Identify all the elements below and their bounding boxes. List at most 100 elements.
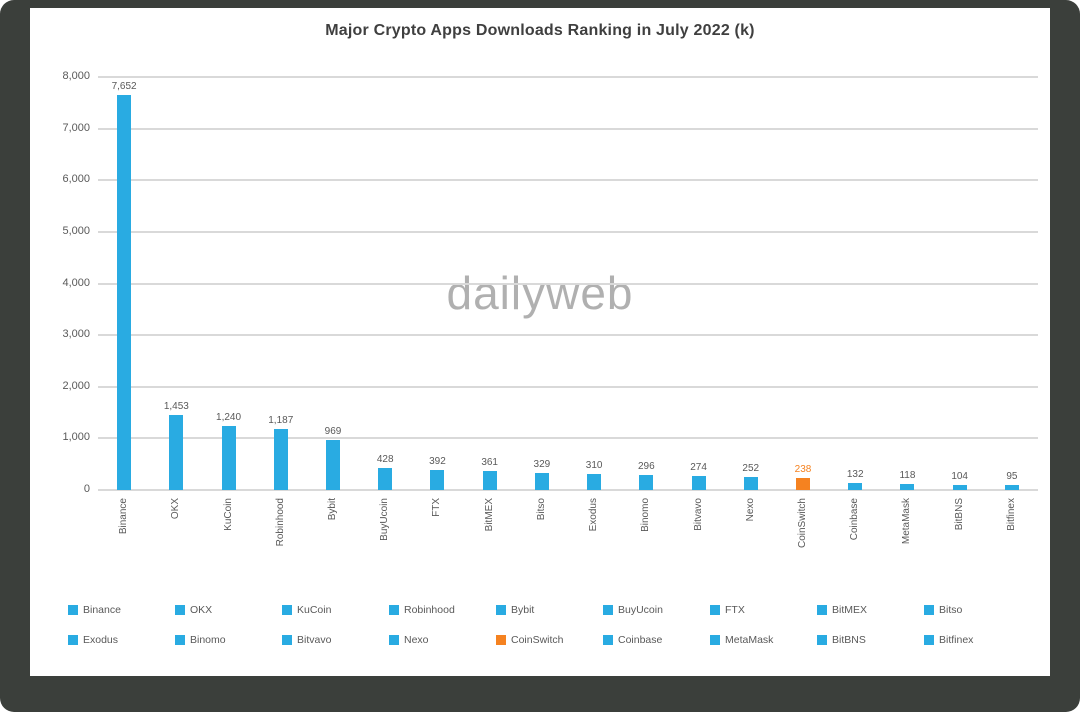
- legend-item: Bitso: [924, 604, 962, 616]
- bar-value-label: 1,453: [163, 400, 189, 412]
- bar-value-label: 1,240: [216, 411, 242, 423]
- bar-value-label: 252: [742, 462, 760, 474]
- x-axis-tick-label: Coinbase: [849, 498, 861, 541]
- gridline: [98, 76, 1038, 78]
- legend-item: Bybit: [496, 604, 534, 616]
- bar: [848, 483, 863, 490]
- legend-label: MetaMask: [725, 634, 774, 646]
- bar-value-label: 95: [1006, 471, 1018, 483]
- x-axis-tick-label: Nexo: [744, 498, 756, 522]
- x-axis-tick-label: Bybit: [327, 498, 338, 521]
- legend-swatch-icon: [389, 605, 399, 615]
- x-axis-tick-label: FTX: [431, 498, 443, 517]
- legend-item: Binomo: [175, 634, 226, 646]
- legend-swatch-icon: [603, 605, 613, 615]
- bar: [221, 425, 236, 490]
- bar-value-label: 392: [429, 455, 446, 467]
- legend-label: Bitfinex: [939, 634, 974, 646]
- bar-value-label: 104: [951, 470, 968, 482]
- bar: [691, 475, 706, 490]
- bar-value-label: 118: [899, 469, 916, 481]
- legend-swatch-icon: [282, 635, 292, 645]
- bar: [326, 439, 340, 490]
- y-axis-tick-label: 4,000: [62, 276, 90, 289]
- legend-swatch-icon: [68, 635, 78, 645]
- bar: [482, 471, 497, 490]
- bar-value-label: 428: [376, 453, 394, 465]
- gridline: [98, 334, 1038, 337]
- bar-value-label: 310: [585, 459, 603, 471]
- legend-item: Exodus: [68, 634, 118, 646]
- legend-item: Binance: [68, 604, 121, 616]
- legend-item: BuyUcoin: [603, 604, 663, 616]
- x-axis-tick-label: Bitfinex: [1005, 498, 1017, 531]
- legend-label: Binomo: [190, 634, 226, 646]
- bar: [743, 476, 758, 490]
- bar-value-label: 274: [690, 461, 707, 473]
- y-axis-tick-label: 5,000: [62, 224, 90, 237]
- x-axis-tick-label: BitBNS: [953, 498, 965, 531]
- y-axis-tick-label: 0: [83, 483, 90, 495]
- legend-item: MetaMask: [710, 634, 773, 646]
- bar: [169, 414, 184, 490]
- legend-swatch-icon: [175, 635, 185, 645]
- legend-label: FTX: [725, 604, 745, 616]
- legend-label: Nexo: [404, 634, 429, 646]
- x-axis-tick-label: CoinSwitch: [797, 498, 808, 549]
- legend-label: BuyUcoin: [618, 604, 663, 616]
- legend-swatch-icon: [924, 635, 934, 645]
- x-axis-tick-label: Binomo: [640, 498, 652, 532]
- gridline: [98, 127, 1038, 130]
- legend-swatch-icon: [282, 605, 292, 615]
- gridline: [98, 489, 1038, 491]
- legend-item: Nexo: [389, 634, 429, 646]
- bar-value-label: 132: [846, 469, 864, 481]
- legend-swatch-icon: [496, 635, 506, 645]
- bar: [378, 467, 393, 490]
- legend-label: Exodus: [83, 634, 119, 646]
- legend-label: Bitvavo: [297, 634, 332, 646]
- legend-swatch-icon: [817, 605, 827, 615]
- legend-swatch-icon: [710, 635, 720, 645]
- legend-item: Coinbase: [603, 634, 662, 646]
- bar-value-label: 296: [637, 460, 655, 472]
- bar-value-label: 361: [481, 457, 498, 469]
- legend-item: Bitfinex: [924, 634, 973, 646]
- chart-title: Major Crypto Apps Downloads Ranking in J…: [325, 22, 755, 39]
- legend-item: Robinhood: [389, 604, 455, 616]
- bar: [534, 473, 549, 490]
- y-axis-tick-label: 7,000: [62, 121, 90, 134]
- bar: [1004, 485, 1019, 490]
- legend-swatch-icon: [817, 635, 827, 645]
- x-axis-tick-label: Bitvavo: [692, 498, 704, 531]
- bar: [273, 428, 288, 490]
- legend-label: Coinbase: [618, 634, 663, 646]
- legend-item: BitMEX: [817, 604, 867, 616]
- legend-label: Robinhood: [404, 604, 455, 616]
- legend-item: Bitvavo: [282, 634, 331, 646]
- legend-label: Binance: [83, 604, 121, 616]
- legend-swatch-icon: [68, 605, 78, 615]
- bar-value-label: 969: [324, 425, 342, 437]
- legend-swatch-icon: [924, 605, 934, 615]
- x-axis-tick-label: BuyUcoin: [379, 498, 391, 541]
- y-axis-tick-label: 3,000: [62, 328, 90, 341]
- x-axis-tick-label: BitMEX: [483, 498, 495, 532]
- legend-item: KuCoin: [282, 604, 331, 616]
- x-axis-tick-label: KuCoin: [222, 498, 234, 531]
- y-axis-tick-label: 6,000: [62, 173, 90, 186]
- legend-label: BitMEX: [832, 604, 868, 616]
- x-axis-tick-label: MetaMask: [901, 498, 913, 545]
- x-axis-tick-label: OKX: [170, 498, 182, 520]
- y-axis-tick-label: 1,000: [62, 431, 90, 444]
- bar-value-label: 238: [794, 463, 812, 475]
- legend-label: Bybit: [511, 604, 535, 616]
- bar-value-label: 1,187: [268, 414, 294, 426]
- bar: [639, 474, 654, 490]
- legend-label: Bitso: [939, 604, 963, 616]
- legend-item: OKX: [175, 604, 212, 616]
- bar: [117, 94, 132, 490]
- gridline: [98, 385, 1038, 388]
- legend-label: BitBNS: [832, 634, 866, 646]
